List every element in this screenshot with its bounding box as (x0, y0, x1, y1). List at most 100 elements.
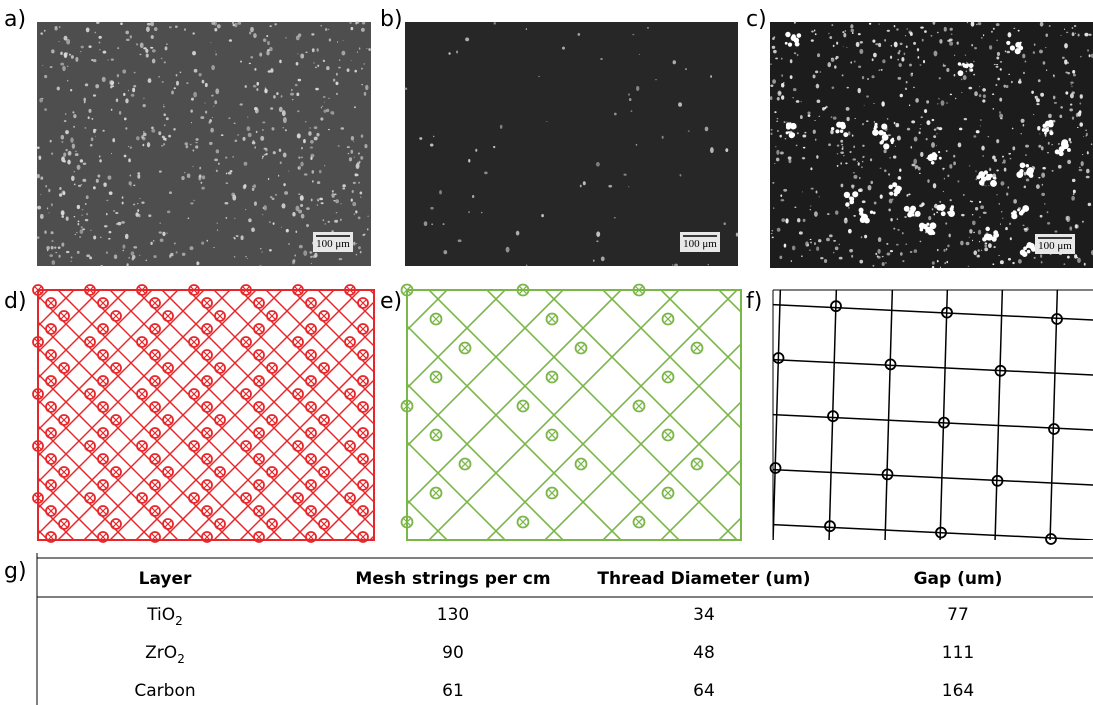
particle (61, 210, 65, 215)
particle (88, 116, 90, 119)
particle (982, 88, 986, 91)
particle (853, 145, 855, 148)
particle (1060, 106, 1062, 109)
particle (815, 70, 818, 73)
particle (253, 33, 257, 38)
particle (932, 119, 935, 121)
particle (813, 130, 816, 134)
particle-cluster (785, 42, 788, 45)
particle (944, 27, 947, 32)
particle (313, 63, 314, 64)
particle (80, 159, 83, 162)
particle (152, 59, 156, 64)
particle (979, 216, 980, 218)
particle (1037, 126, 1040, 130)
particle (475, 149, 477, 152)
particle (948, 234, 950, 238)
particle-cluster (904, 206, 910, 212)
particle (244, 184, 247, 188)
particle (162, 232, 165, 236)
particle (973, 61, 974, 62)
particle (1006, 193, 1008, 196)
particle (352, 202, 356, 206)
particle (926, 100, 929, 103)
particle (904, 52, 906, 55)
particle (81, 46, 84, 49)
particle (862, 145, 865, 147)
particle (430, 143, 434, 146)
particle (801, 255, 803, 257)
particle (358, 153, 360, 155)
particle (993, 108, 995, 109)
particle (943, 191, 944, 192)
micrograph: 100 μm (404, 22, 738, 267)
particle (807, 112, 810, 115)
particle (1025, 154, 1027, 156)
particle (1036, 103, 1039, 105)
particle (161, 58, 163, 60)
particle (1069, 108, 1073, 111)
particle (367, 228, 369, 230)
particle (102, 77, 106, 82)
particle (339, 59, 340, 61)
particle-cluster (861, 214, 868, 221)
particle (186, 82, 188, 83)
particle (984, 244, 987, 247)
particle (1038, 177, 1040, 178)
particle (210, 128, 213, 133)
particle (920, 128, 921, 130)
particle (264, 89, 267, 94)
particle (443, 223, 445, 224)
particle (65, 113, 67, 115)
particle (63, 191, 66, 195)
particle (862, 161, 863, 163)
particle (244, 162, 248, 166)
mesh-thread (719, 290, 969, 540)
particle (215, 51, 216, 52)
particle (802, 134, 806, 137)
particle (69, 54, 71, 56)
particle (128, 158, 131, 162)
particle (827, 62, 831, 67)
particle (804, 132, 806, 134)
particle (202, 80, 205, 84)
particle (848, 229, 852, 234)
particle (84, 101, 86, 103)
particle (97, 175, 100, 178)
particle (229, 39, 232, 42)
particle (217, 229, 218, 230)
particle (1088, 203, 1092, 206)
panel-label: g) (4, 559, 27, 584)
particle-cluster (1010, 45, 1015, 50)
particle (843, 155, 845, 156)
particle (343, 40, 344, 41)
particle (817, 53, 820, 57)
particle (862, 123, 864, 125)
particle (269, 221, 271, 223)
particle (292, 212, 295, 217)
particle-cluster (844, 192, 850, 198)
particle-cluster (889, 192, 893, 196)
particle (300, 195, 304, 201)
particle (725, 148, 728, 152)
particle (1042, 167, 1046, 170)
particle (546, 121, 547, 122)
particle (500, 125, 503, 129)
particle (273, 151, 276, 154)
particle (349, 21, 351, 24)
particle (1000, 260, 1004, 264)
particle (283, 183, 285, 186)
particle (1079, 102, 1081, 104)
particle (840, 140, 843, 143)
particle (770, 96, 772, 100)
particle (191, 98, 194, 101)
particle (1070, 141, 1072, 143)
particle (82, 209, 84, 210)
particle (59, 193, 62, 197)
particle (328, 129, 330, 130)
particle (274, 23, 276, 25)
particle (993, 246, 995, 248)
particle (600, 58, 603, 60)
particle (159, 171, 162, 173)
particle (67, 80, 68, 82)
